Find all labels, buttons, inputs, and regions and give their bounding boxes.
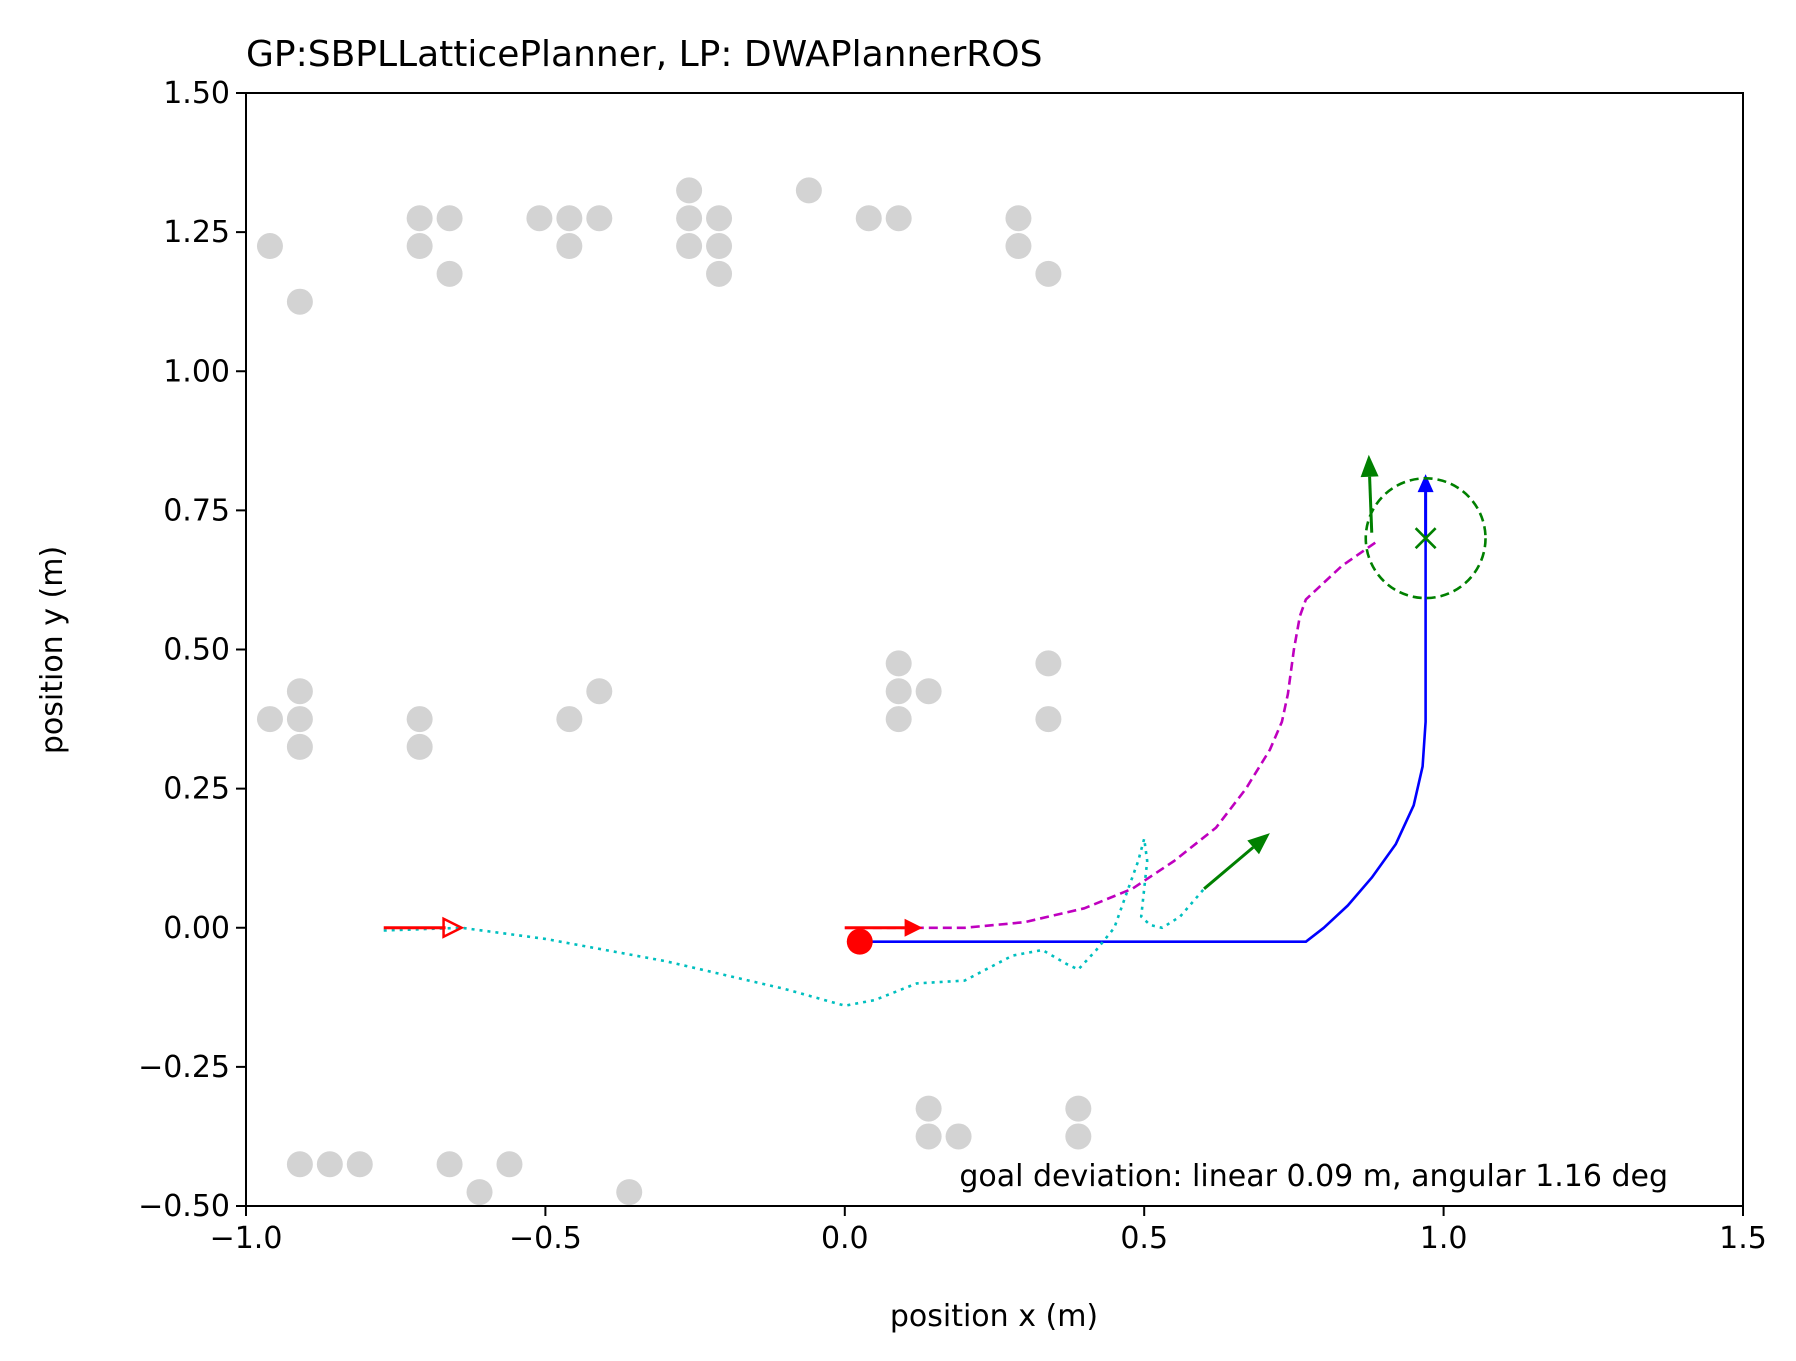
y-tick-label: 1.00 (163, 354, 230, 389)
obstacle-point (286, 288, 313, 315)
actual-trajectory-line (383, 837, 1206, 1007)
goal-orientation-arrow-shaft (1368, 476, 1374, 533)
plot-frame (245, 92, 1744, 1207)
obstacle-point (676, 205, 703, 232)
current-pose-arrow-head (904, 918, 923, 937)
global-plan-line (856, 488, 1427, 943)
y-axis-label: position y (m) (35, 546, 70, 754)
obstacle-point (1035, 260, 1062, 287)
x-tick-label: 1.0 (1420, 1221, 1468, 1256)
goal-deviation-annotation: goal deviation: linear 0.09 m, angular 1… (959, 1159, 1668, 1194)
obstacle-point (885, 706, 912, 733)
obstacle-point (1005, 205, 1032, 232)
obstacle-point (256, 706, 283, 733)
x-tick-label: 0.0 (821, 1221, 869, 1256)
y-tick-label: 0.75 (163, 493, 230, 528)
obstacle-point (676, 177, 703, 204)
obstacle-point (496, 1151, 523, 1178)
global-plan-arrow-head (1417, 474, 1434, 493)
y-tick-label: −0.25 (138, 1050, 230, 1085)
robot-position-marker (846, 928, 873, 955)
obstacle-point (885, 205, 912, 232)
obstacle-point (436, 260, 463, 287)
y-tick-label: 1.25 (163, 215, 230, 250)
obstacle-point (1065, 1095, 1092, 1122)
obstacle-point (915, 1095, 942, 1122)
x-axis-label: position x (m) (890, 1299, 1098, 1334)
obstacle-point (855, 205, 882, 232)
intermediate-heading-arrow-shaft (1203, 846, 1255, 890)
local-path-line (844, 539, 1379, 930)
start-pose-arrow (383, 916, 465, 939)
marker-layer (383, 454, 1487, 955)
goal-tolerance-circle (1364, 477, 1487, 600)
goal-cross-b (1414, 527, 1437, 550)
obstacle-point (556, 233, 583, 260)
obstacle-point (586, 678, 613, 705)
obstacle-point (286, 1151, 313, 1178)
global-plan-arrow (1417, 474, 1434, 539)
obstacle-point (1065, 1123, 1092, 1150)
x-axis-ticks: −1.0 −0.5 0.0 0.5 1.0 1.5 (210, 1206, 1767, 1256)
obstacle-point (316, 1151, 343, 1178)
obstacle-point (406, 733, 433, 760)
obstacle-point (706, 205, 733, 232)
y-tick-label: 1.50 (163, 76, 230, 111)
y-tick-label: 0.00 (163, 911, 230, 946)
y-tick-label: −0.50 (138, 1189, 230, 1224)
obstacle-point (346, 1151, 373, 1178)
obstacle-point (586, 205, 613, 232)
goal-orientation-arrow-head (1360, 454, 1379, 478)
obstacle-point (286, 733, 313, 760)
obstacle-point (556, 706, 583, 733)
obstacle-point (706, 260, 733, 287)
obstacle-point (795, 177, 822, 204)
x-tick-label: 0.5 (1120, 1221, 1168, 1256)
obstacle-point (676, 233, 703, 260)
obstacle-point (885, 650, 912, 677)
obstacle-point (526, 205, 553, 232)
obstacle-point (1035, 706, 1062, 733)
x-tick-label: −1.0 (210, 1221, 283, 1256)
obstacle-point (706, 233, 733, 260)
path-layer (383, 488, 1427, 1007)
obstacle-point (466, 1179, 493, 1206)
obstacle-point (885, 678, 912, 705)
obstacle-point (406, 706, 433, 733)
obstacle-point (1035, 650, 1062, 677)
obstacle-point (436, 1151, 463, 1178)
obstacle-point (436, 205, 463, 232)
goal-orientation-arrow (1360, 454, 1379, 533)
obstacle-point (1005, 233, 1032, 260)
intermediate-heading-arrow-head (1247, 833, 1270, 855)
x-tick-label: −0.5 (509, 1221, 582, 1256)
y-tick-label: 0.25 (163, 772, 230, 807)
intermediate-heading-arrow (1203, 833, 1270, 890)
start-pose-head (442, 916, 465, 939)
obstacle-point (286, 706, 313, 733)
obstacle-point (256, 233, 283, 260)
obstacle-point (616, 1179, 643, 1206)
obstacle-point (406, 233, 433, 260)
obstacle-point (556, 205, 583, 232)
current-pose-arrow (844, 918, 923, 937)
chart-title: GP:SBPLLatticePlanner, LP: DWAPlannerROS (246, 34, 1042, 75)
x-tick-label: 1.5 (1719, 1221, 1767, 1256)
obstacle-point (915, 678, 942, 705)
y-tick-label: 0.50 (163, 633, 230, 668)
obstacle-layer (256, 177, 1092, 1206)
obstacle-point (945, 1123, 972, 1150)
obstacle-point (915, 1123, 942, 1150)
y-axis-ticks: −0.50 −0.25 0.00 0.25 0.50 0.75 1.00 1.25 1.50 (138, 76, 246, 1224)
obstacle-point (406, 205, 433, 232)
obstacle-point (286, 678, 313, 705)
